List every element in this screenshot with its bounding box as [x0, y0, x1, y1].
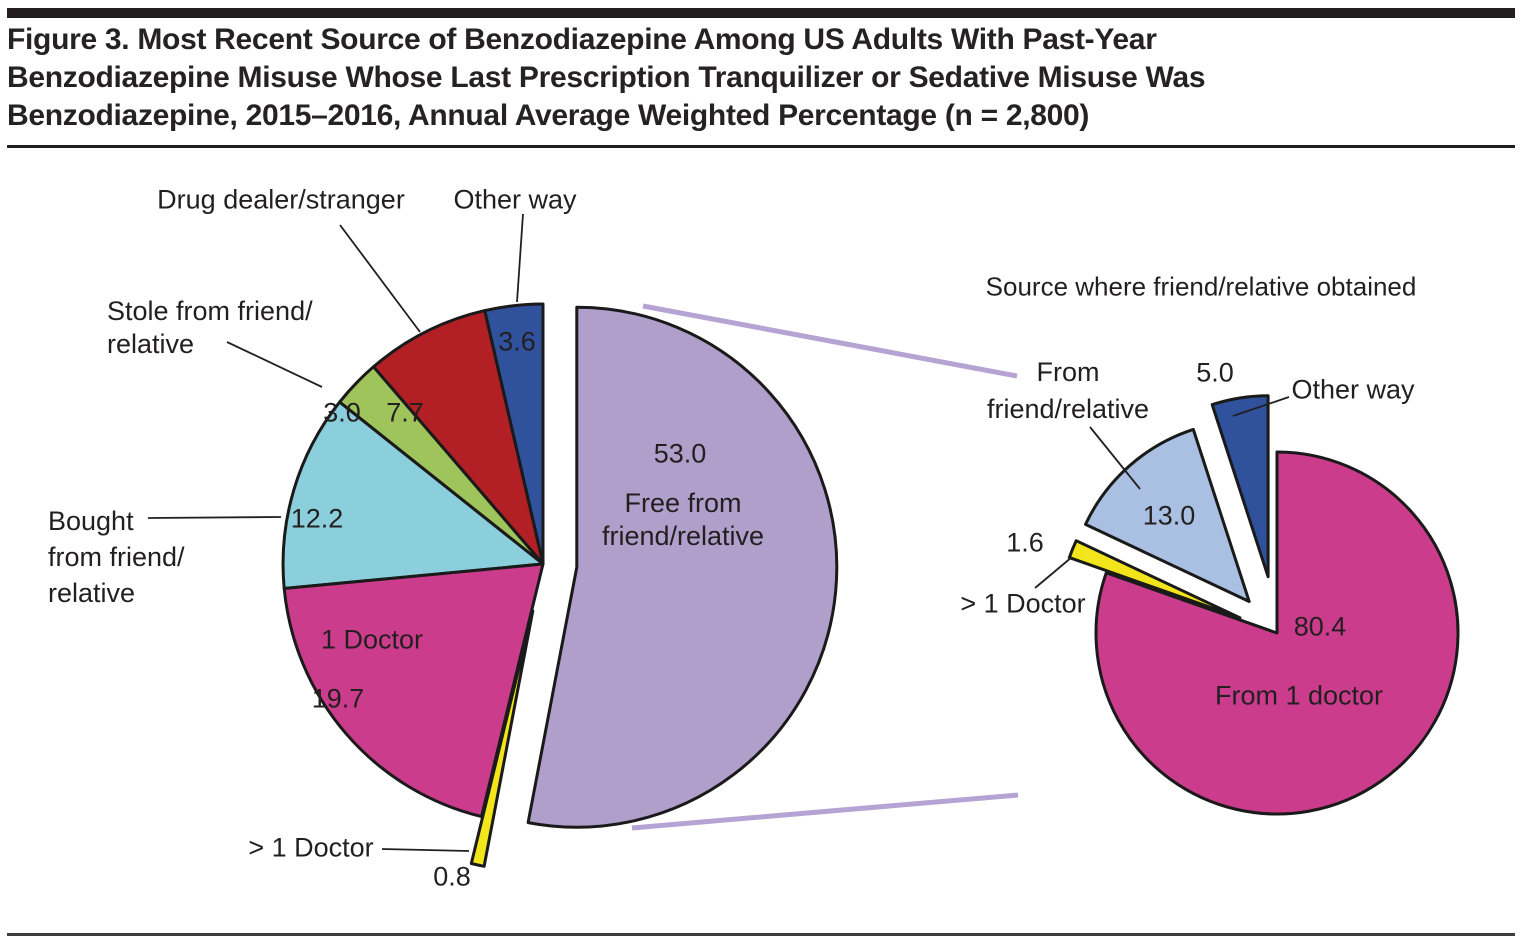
label-1-doctor: 1 Doctor [320, 624, 424, 655]
value-drug-dealer-stranger: 7.7 [386, 397, 424, 428]
title-divider-rule [7, 145, 1515, 148]
source-where-friend-relative-obtained-pie-slice-other-way [1210, 394, 1270, 579]
value-1-doctor: 19.7 [311, 683, 365, 714]
value-free-from-friend-relative: 53.0 [653, 438, 707, 469]
label-other-way-left: Other way [453, 184, 577, 215]
most-recent-source-pie-slice-bought-from-friend-relative [281, 400, 545, 590]
detail-pie-subtitle: Source where friend/relative obtained [985, 271, 1417, 302]
label-stole-from-friend-relative: Stole from friend/ relative [107, 295, 313, 361]
label-free-line-1: Free from [624, 488, 742, 518]
label-bought-line-3: relative [48, 578, 136, 608]
label-free-from-friend-relative: Free from friend/relative [602, 487, 764, 553]
figure-title-line-1: Figure 3. Most Recent Source of Benzodia… [7, 23, 1157, 56]
label-leader-line-0 [339, 224, 421, 333]
label-leader-line-2 [226, 341, 323, 388]
label-leader-line-1 [516, 213, 524, 303]
label-from-friend-line-1: From [1036, 357, 1100, 387]
label-gt-1-doctor-right: > 1 Doctor [960, 588, 1086, 619]
source-where-friend-relative-obtained-pie-slice-from-1-doctor [1094, 450, 1460, 816]
value-other-way-right: 5.0 [1196, 357, 1234, 388]
value-bought-from-friend-relative: 12.2 [290, 503, 344, 534]
source-where-friend-relative-obtained-pie-slice-1-doctor [1067, 539, 1242, 620]
label-leader-line-7 [1034, 556, 1073, 589]
value-from-friend-relative: 13.0 [1142, 500, 1196, 531]
bottom-rule [7, 933, 1515, 936]
value-from-1-doctor: 80.4 [1293, 611, 1347, 642]
label-from-1-doctor: From 1 doctor [1214, 680, 1384, 711]
value-stole-from-friend-relative: 3.0 [323, 397, 361, 428]
label-leader-line-4 [381, 848, 470, 852]
label-free-line-2: friend/relative [601, 521, 765, 551]
label-bought-from-friend-relative: Bought from friend/ relative [48, 503, 185, 611]
detail-callout-connector-top [642, 303, 1018, 379]
label-from-friend-relative: From friend/relative [987, 354, 1149, 428]
figure-title: Figure 3. Most Recent Source of Benzodia… [7, 21, 1512, 135]
label-bought-line-2: from friend/ [48, 542, 185, 572]
label-other-way-right: Other way [1291, 374, 1415, 405]
value-gt-1-doctor-left: 0.8 [433, 861, 471, 892]
label-leader-line-3 [147, 516, 282, 519]
label-stole-line-1: Stole from friend/ [107, 296, 313, 326]
value-gt-1-doctor-right: 1.6 [1006, 527, 1044, 558]
most-recent-source-pie-slice-free-from-friend-relative [526, 305, 839, 829]
figure-title-line-2: Benzodiazepine Misuse Whose Last Prescri… [7, 61, 1206, 94]
label-drug-dealer-stranger: Drug dealer/stranger [157, 184, 405, 215]
label-leader-line-5 [1089, 426, 1141, 490]
label-stole-line-2: relative [107, 329, 195, 359]
label-bought-line-1: Bought [48, 506, 134, 536]
label-leader-line-6 [1232, 396, 1290, 417]
most-recent-source-pie-slice-1-doctor [282, 562, 545, 819]
label-gt-1-doctor-left: > 1 Doctor [248, 832, 374, 863]
detail-callout-connector-bottom [631, 792, 1019, 831]
label-from-friend-line-2: friend/relative [986, 394, 1150, 424]
value-other-way-left: 3.6 [498, 326, 536, 357]
figure-title-line-3: Benzodiazepine, 2015–2016, Annual Averag… [7, 99, 1090, 132]
most-recent-source-pie-slice-drug-dealer-stranger [372, 309, 545, 566]
top-bar [7, 8, 1515, 18]
